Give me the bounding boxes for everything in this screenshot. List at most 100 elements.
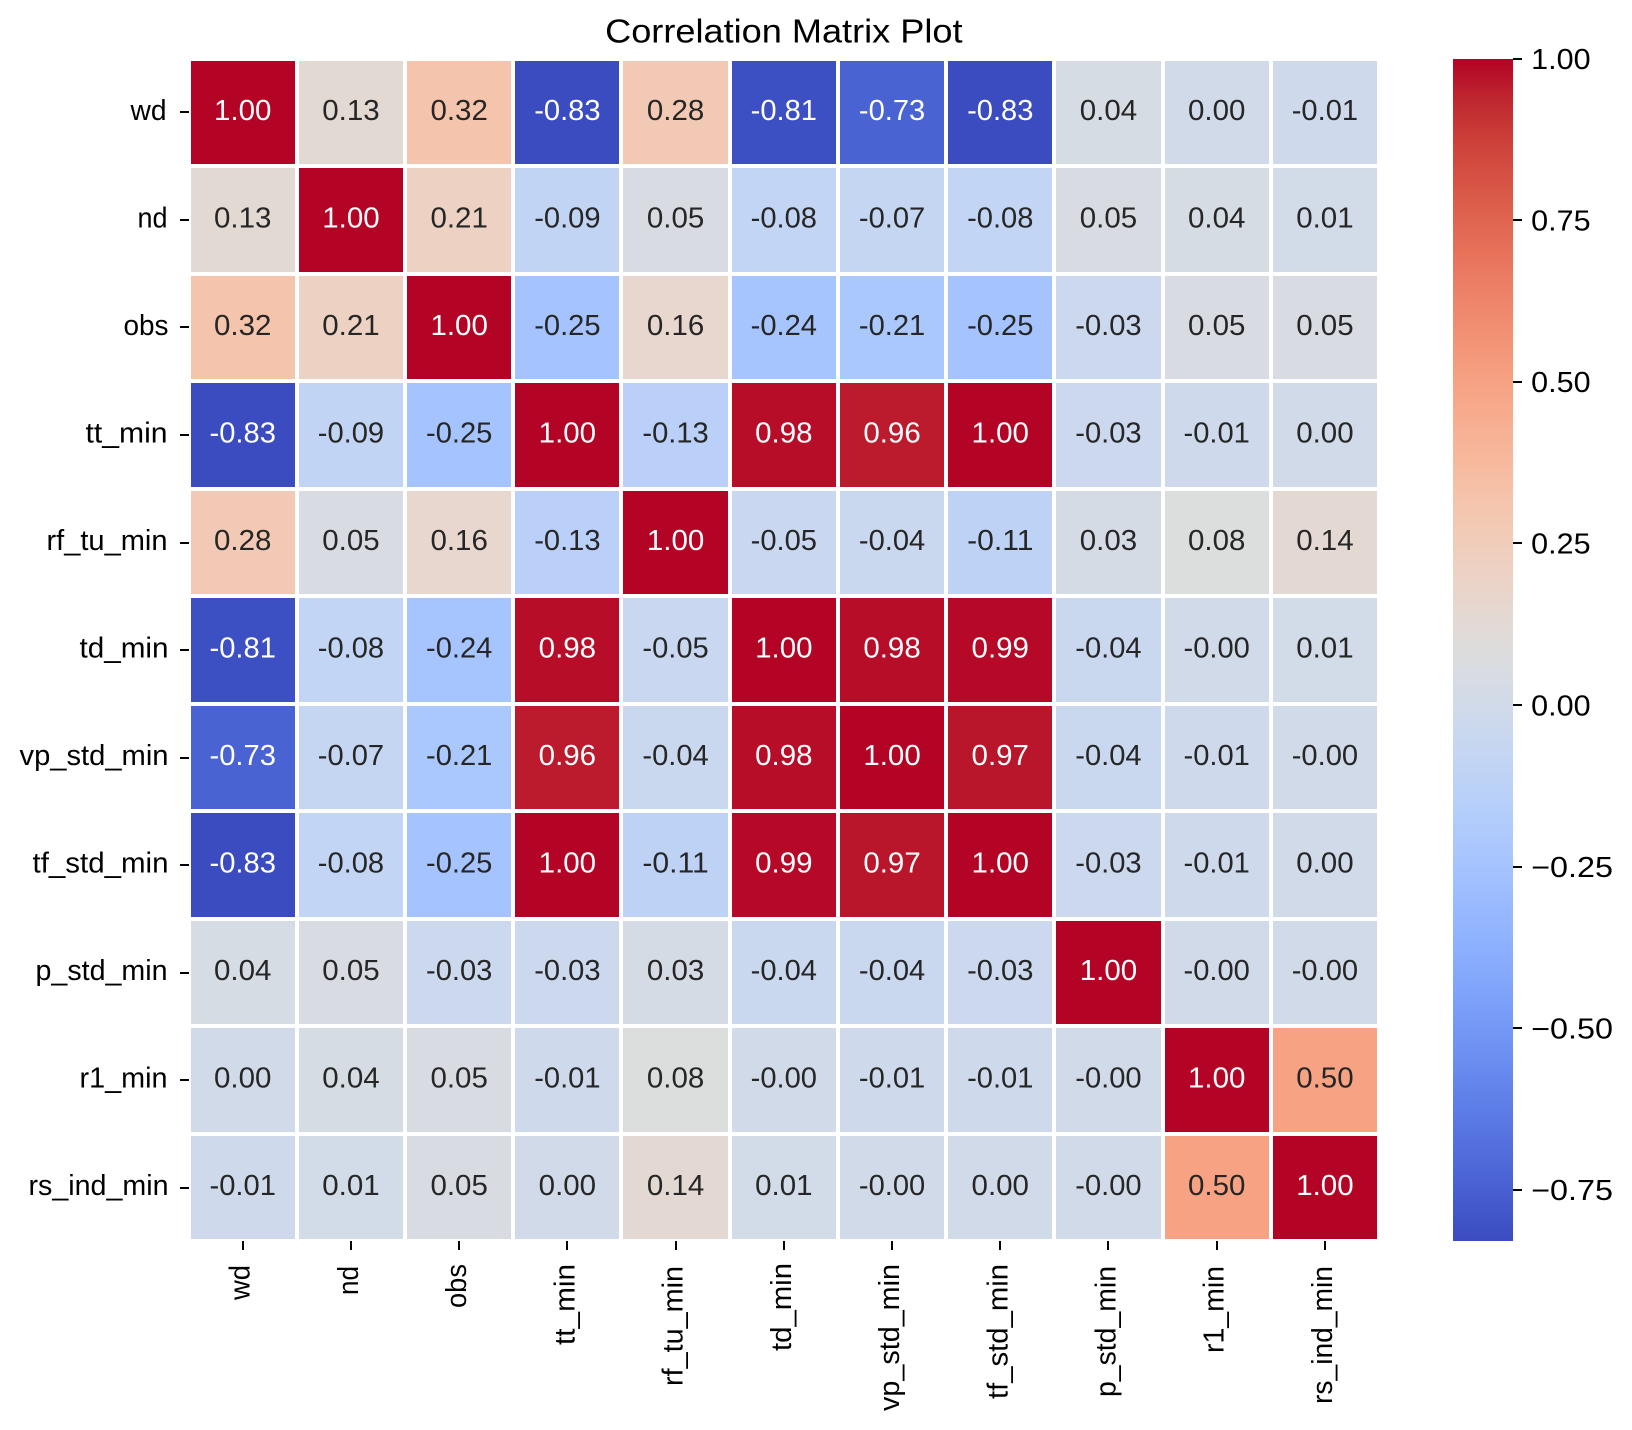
svg-text:1.00: 1.00 <box>863 740 920 772</box>
svg-text:tf_std_min: tf_std_min <box>982 1264 1014 1399</box>
svg-text:0.16: 0.16 <box>647 310 704 342</box>
svg-text:0.00: 0.00 <box>539 1170 596 1202</box>
svg-text:-0.13: -0.13 <box>642 418 708 450</box>
svg-text:-0.03: -0.03 <box>426 955 492 987</box>
svg-text:0.97: 0.97 <box>972 740 1029 772</box>
svg-text:rs_ind_min: rs_ind_min <box>29 1170 169 1202</box>
svg-text:wd: wd <box>130 95 167 127</box>
svg-text:0.50: 0.50 <box>1531 367 1590 399</box>
svg-text:1.00: 1.00 <box>1531 44 1590 76</box>
svg-text:0.01: 0.01 <box>1296 633 1353 665</box>
svg-text:0.01: 0.01 <box>1296 202 1353 234</box>
svg-text:-0.24: -0.24 <box>751 310 817 342</box>
svg-text:0.32: 0.32 <box>430 95 487 127</box>
svg-text:1.00: 1.00 <box>1188 1063 1245 1095</box>
svg-text:-0.00: -0.00 <box>1075 1063 1141 1095</box>
svg-text:0.05: 0.05 <box>1080 202 1137 234</box>
svg-text:-0.21: -0.21 <box>859 310 925 342</box>
svg-text:Correlation Matrix Plot: Correlation Matrix Plot <box>605 14 963 51</box>
svg-text:0.08: 0.08 <box>1188 525 1245 557</box>
svg-text:-0.83: -0.83 <box>534 95 600 127</box>
svg-text:0.21: 0.21 <box>430 202 487 234</box>
svg-text:-0.09: -0.09 <box>534 202 600 234</box>
svg-text:rs_ind_min: rs_ind_min <box>1307 1266 1339 1404</box>
svg-text:rf_tu_min: rf_tu_min <box>47 525 168 557</box>
svg-text:0.99: 0.99 <box>755 848 812 880</box>
svg-text:-0.08: -0.08 <box>318 848 384 880</box>
svg-text:0.05: 0.05 <box>322 525 379 557</box>
svg-text:-0.04: -0.04 <box>859 955 925 987</box>
svg-text:-0.04: -0.04 <box>751 955 817 987</box>
svg-text:-0.00: -0.00 <box>1075 1170 1141 1202</box>
svg-text:1.00: 1.00 <box>214 95 271 127</box>
svg-text:0.16: 0.16 <box>430 525 487 557</box>
svg-text:0.28: 0.28 <box>647 95 704 127</box>
svg-text:-0.04: -0.04 <box>642 740 708 772</box>
svg-text:-0.09: -0.09 <box>318 418 384 450</box>
svg-text:1.00: 1.00 <box>1080 955 1137 987</box>
svg-text:0.98: 0.98 <box>755 418 812 450</box>
svg-text:-0.73: -0.73 <box>859 95 925 127</box>
svg-text:-0.05: -0.05 <box>751 525 817 557</box>
svg-text:0.97: 0.97 <box>863 848 920 880</box>
svg-text:-0.01: -0.01 <box>1184 740 1250 772</box>
svg-text:0.98: 0.98 <box>539 633 596 665</box>
svg-text:0.28: 0.28 <box>214 525 271 557</box>
svg-text:-0.08: -0.08 <box>967 202 1033 234</box>
svg-text:-0.24: -0.24 <box>426 633 492 665</box>
svg-text:-0.08: -0.08 <box>751 202 817 234</box>
svg-text:-0.01: -0.01 <box>210 1170 276 1202</box>
svg-text:-0.07: -0.07 <box>859 202 925 234</box>
svg-text:-0.03: -0.03 <box>1075 310 1141 342</box>
svg-text:-0.83: -0.83 <box>210 418 276 450</box>
svg-text:-0.25: -0.25 <box>426 848 492 880</box>
svg-text:-0.83: -0.83 <box>210 848 276 880</box>
svg-text:−0.75: −0.75 <box>1531 1175 1613 1207</box>
svg-text:-0.00: -0.00 <box>1292 955 1358 987</box>
svg-text:-0.03: -0.03 <box>1075 418 1141 450</box>
svg-text:1.00: 1.00 <box>972 848 1029 880</box>
svg-text:−0.50: −0.50 <box>1531 1013 1613 1045</box>
svg-text:-0.03: -0.03 <box>1075 848 1141 880</box>
svg-text:0.04: 0.04 <box>322 1063 379 1095</box>
svg-text:0.21: 0.21 <box>322 310 379 342</box>
svg-text:0.75: 0.75 <box>1531 206 1590 238</box>
svg-text:0.03: 0.03 <box>647 955 704 987</box>
svg-text:1.00: 1.00 <box>539 418 596 450</box>
svg-text:-0.13: -0.13 <box>534 525 600 557</box>
svg-text:-0.25: -0.25 <box>426 418 492 450</box>
svg-text:1.00: 1.00 <box>1296 1170 1353 1202</box>
svg-text:0.14: 0.14 <box>1296 525 1353 557</box>
svg-text:-0.01: -0.01 <box>1184 418 1250 450</box>
svg-text:tt_min: tt_min <box>86 418 168 450</box>
svg-text:0.98: 0.98 <box>863 633 920 665</box>
svg-text:0.00: 0.00 <box>1296 848 1353 880</box>
svg-text:0.01: 0.01 <box>755 1170 812 1202</box>
svg-text:0.01: 0.01 <box>322 1170 379 1202</box>
svg-text:0.05: 0.05 <box>647 202 704 234</box>
svg-text:-0.05: -0.05 <box>642 633 708 665</box>
svg-text:0.05: 0.05 <box>430 1063 487 1095</box>
svg-text:r1_min: r1_min <box>80 1063 168 1095</box>
svg-text:-0.83: -0.83 <box>967 95 1033 127</box>
svg-text:0.13: 0.13 <box>214 202 271 234</box>
svg-text:-0.01: -0.01 <box>859 1063 925 1095</box>
svg-text:-0.00: -0.00 <box>1184 633 1250 665</box>
svg-text:0.05: 0.05 <box>430 1170 487 1202</box>
svg-text:0.00: 0.00 <box>1188 95 1245 127</box>
svg-text:-0.08: -0.08 <box>318 633 384 665</box>
svg-text:0.04: 0.04 <box>1080 95 1137 127</box>
svg-text:-0.01: -0.01 <box>1292 95 1358 127</box>
svg-text:wd: wd <box>225 1265 257 1301</box>
svg-text:1.00: 1.00 <box>430 310 487 342</box>
svg-text:0.05: 0.05 <box>322 955 379 987</box>
svg-text:0.00: 0.00 <box>1296 418 1353 450</box>
svg-text:-0.25: -0.25 <box>967 310 1033 342</box>
svg-text:1.00: 1.00 <box>539 848 596 880</box>
svg-text:0.00: 0.00 <box>214 1063 271 1095</box>
svg-text:0.04: 0.04 <box>214 955 271 987</box>
svg-text:0.50: 0.50 <box>1296 1063 1353 1095</box>
svg-text:-0.03: -0.03 <box>534 955 600 987</box>
svg-text:td_min: td_min <box>80 633 169 665</box>
svg-text:-0.00: -0.00 <box>859 1170 925 1202</box>
